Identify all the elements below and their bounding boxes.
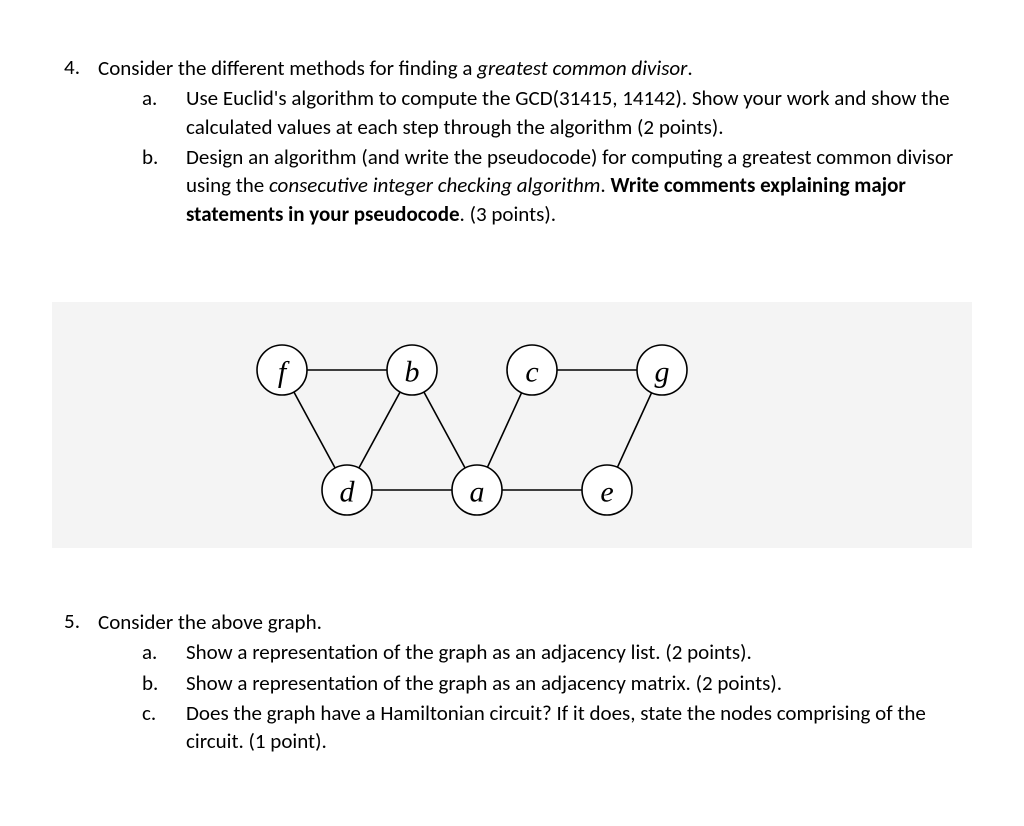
q4a: a. Use Euclid's algorithm to compute the… [142,84,984,141]
q4-intro-post: . [687,55,692,81]
q5a-num: a. [142,638,186,666]
question-4: 4. Consider the different methods for fi… [40,54,984,230]
q4b: b. Design an algorithm (and write the ps… [142,143,984,228]
graph-node-label-b: b [405,356,420,389]
q5b: b. Show a representation of the graph as… [142,669,984,697]
q4-content: Consider the different methods for findi… [98,54,984,230]
question-list-2: 5. Consider the above graph. a. Show a r… [40,608,984,758]
q4b-em: consecutive integer checking algorithm [269,172,600,198]
q5-subparts: a. Show a representation of the graph as… [98,638,984,755]
q4b-text: Design an algorithm (and write the pseud… [186,143,984,228]
q5-number: 5. [40,608,98,758]
graph-node-label-a: a [470,476,485,509]
q4b-mid: . [600,172,610,198]
question-5: 5. Consider the above graph. a. Show a r… [40,608,984,758]
graph-svg: fbcgdae [242,330,712,530]
graph-node-label-g: g [655,356,670,389]
q4b-num: b. [142,143,186,228]
q5c: c. Does the graph have a Hamiltonian cir… [142,699,984,756]
q5a-text: Show a representation of the graph as an… [186,638,984,666]
q5a: a. Show a representation of the graph as… [142,638,984,666]
q5c-text: Does the graph have a Hamiltonian circui… [186,699,984,756]
graph-node-label-c: c [525,356,538,389]
q5-intro: Consider the above graph. [98,609,322,635]
q4-subparts: a. Use Euclid's algorithm to compute the… [98,84,984,228]
graph-edge [359,392,400,468]
q5c-num: c. [142,699,186,756]
q4a-num: a. [142,84,186,141]
q4-intro-em: greatest common divisor [477,55,687,81]
graph-figure: fbcgdae [52,302,972,548]
q4b-post: . (3 points). [460,201,557,227]
graph-node-label-d: d [340,476,356,509]
graph-edge [424,392,465,468]
q5-content: Consider the above graph. a. Show a repr… [98,608,984,758]
graph-edge [294,392,335,468]
question-list: 4. Consider the different methods for fi… [40,54,984,230]
graph-edge [617,393,651,468]
q4-intro-pre: Consider the different methods for findi… [98,55,477,81]
q4a-text: Use Euclid's algorithm to compute the GC… [186,84,984,141]
graph-edge [487,393,521,468]
q4-number: 4. [40,54,98,230]
graph-node-label-e: e [600,476,613,509]
q5b-text: Show a representation of the graph as an… [186,669,984,697]
exam-page: 4. Consider the different methods for fi… [0,0,1024,804]
q5b-num: b. [142,669,186,697]
